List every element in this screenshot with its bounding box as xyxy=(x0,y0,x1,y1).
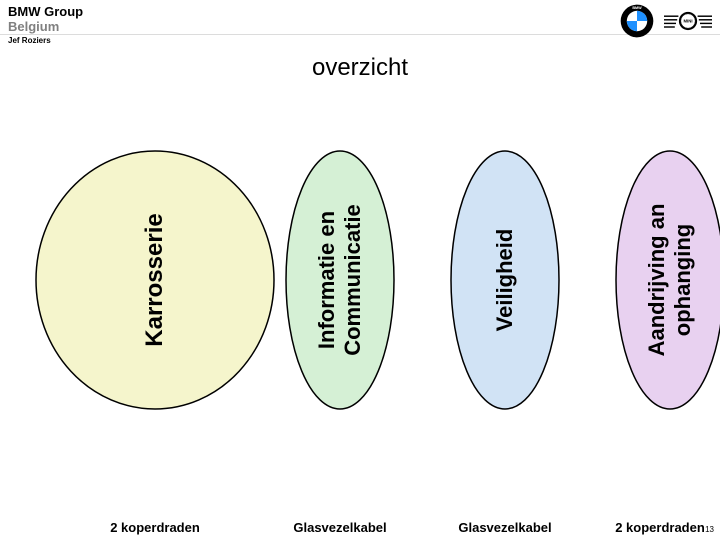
ellipse-3: Aandrijving anophanging xyxy=(615,150,720,410)
svg-text:MINI: MINI xyxy=(683,18,692,23)
header-company: BMW Group xyxy=(8,4,83,19)
ellipse-0: Karrosserie xyxy=(35,150,275,410)
mini-logo-icon: MINI xyxy=(664,9,712,33)
ellipse-row: Karrosserie Informatie enCommunicatie Veil… xyxy=(0,150,720,450)
header-author: Jef Roziers xyxy=(8,36,83,45)
page-number: 13 xyxy=(705,525,714,534)
ellipse-1: Informatie enCommunicatie xyxy=(285,150,395,410)
svg-text:BMW: BMW xyxy=(632,6,642,10)
bmw-logo-icon: BMW xyxy=(620,4,654,38)
caption-2: Glasvezelkabel xyxy=(425,520,585,537)
ellipse-2: Veiligheid xyxy=(450,150,560,410)
caption-0: 2 koperdraden xyxy=(75,520,235,537)
ellipse-label-3: Aandrijving anophanging xyxy=(644,204,696,357)
caption-3: 2 koperdraden+wekleiding xyxy=(580,520,720,540)
logo-row: BMW MINI xyxy=(620,4,712,38)
slide-title: overzicht xyxy=(0,54,720,82)
header-country: Belgium xyxy=(8,19,83,34)
header-block: BMW Group Belgium Jef Roziers xyxy=(8,4,83,45)
header-rule xyxy=(0,34,720,35)
caption-1: Glasvezelkabel xyxy=(260,520,420,537)
ellipse-label-2: Veiligheid xyxy=(492,229,518,332)
ellipse-label-0: Karrosserie xyxy=(141,213,169,346)
ellipse-label-1: Informatie enCommunicatie xyxy=(314,204,366,356)
